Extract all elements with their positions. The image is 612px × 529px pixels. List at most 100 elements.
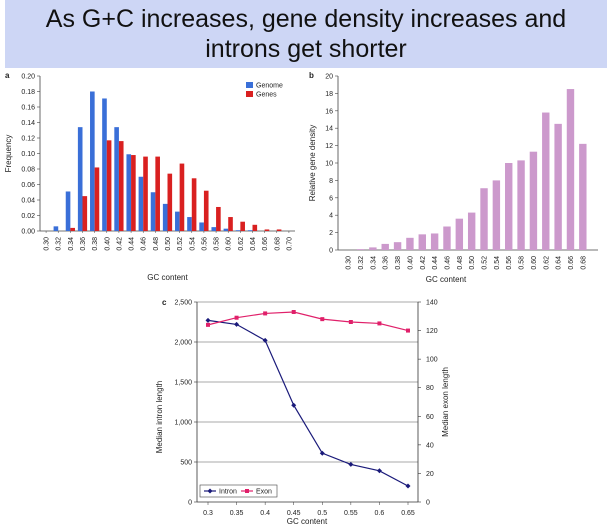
y-right-tick-label: 120 [426, 328, 438, 335]
y-axis-title: Frequency [4, 135, 13, 173]
y-tick-label: 8 [329, 178, 333, 185]
x-axis-title: GC content [426, 275, 467, 284]
x-tick-label: 0.36 [383, 256, 390, 270]
y-right-tick-label: 0 [426, 500, 430, 507]
y-tick-label: 0.16 [21, 105, 35, 112]
point-exon [206, 322, 210, 327]
x-tick-label: 0.35 [230, 510, 244, 517]
x-tick-label: 0.56 [506, 256, 513, 270]
bar-genome [247, 230, 253, 231]
x-tick-label: 0.5 [317, 510, 327, 517]
bar-genes [264, 229, 270, 231]
bar-gene-density [467, 212, 476, 250]
x-tick-label: 0.52 [482, 256, 489, 270]
x-tick-label: 0.38 [92, 237, 99, 251]
slide-title: As G+C increases, gene density increases… [5, 0, 607, 68]
bar-gene-density [393, 242, 402, 250]
y-tick-label: 12 [325, 143, 333, 150]
y-right-tick-label: 60 [426, 414, 434, 421]
bar-genes [82, 196, 88, 231]
bar-gene-density [455, 218, 464, 250]
legend-swatch-genome [246, 82, 253, 88]
bar-gene-density [430, 233, 439, 250]
x-tick-label: 0.48 [153, 237, 160, 251]
chart-c-intron-exon-length: c 0 500 1,000 1,500 2,000 2,500 0 20 40 60 80 100 120… [155, 298, 450, 526]
bar-genes [131, 155, 136, 231]
legend-marker-intron [207, 488, 213, 494]
bar-genes [252, 224, 258, 231]
point-intron [234, 321, 240, 327]
x-tick-label: 0.62 [543, 256, 550, 270]
legend-label-genes: Genes [256, 92, 277, 99]
bar-gene-density [406, 237, 414, 250]
x-tick-label: 0.50 [469, 256, 476, 270]
bar-gene-density [529, 151, 538, 250]
series-line-intron [207, 319, 409, 487]
bar-genes [179, 163, 185, 231]
x-tick-label: 0.54 [189, 237, 196, 251]
point-intron [205, 317, 211, 323]
bar-genome [126, 154, 132, 231]
x-tick-label: 0.60 [531, 256, 538, 270]
x-tick-label: 0.30 [44, 237, 51, 251]
point-exon [291, 310, 296, 314]
bar-genes [70, 227, 75, 231]
point-exon [377, 321, 382, 326]
bar-genome [150, 192, 156, 231]
x-tick-label: 0.36 [80, 237, 87, 251]
y-axis-title: Relative gene density [308, 125, 317, 202]
legend-box [199, 484, 278, 498]
y-left-axis-title: Median intron length [155, 381, 164, 454]
bar-genome [235, 230, 241, 231]
bar-genome [114, 127, 119, 231]
x-tick-label: 0.68 [580, 256, 587, 270]
chart-b-gene-density: b 0 2 4 6 8 10 12 14 16 18 20 0.30 0.32 0.34 0.36 0.38 0.… [308, 71, 598, 284]
point-exon [348, 320, 353, 324]
x-tick-label: 0.62 [238, 237, 245, 251]
x-tick-label: 0.42 [420, 256, 427, 270]
slide-title-line-1: As G+C increases, gene density increases… [45, 5, 567, 33]
x-tick-label: 0.64 [556, 256, 563, 270]
bar-gene-density [542, 112, 550, 250]
bar-genes [143, 156, 148, 231]
x-tick-label: 0.45 [287, 510, 301, 517]
x-tick-label: 0.68 [274, 237, 281, 251]
y-left-tick-label: 2,500 [174, 300, 192, 307]
bar-genes [106, 140, 112, 231]
bar-genome [175, 211, 180, 231]
point-exon [234, 315, 239, 320]
point-exon [320, 317, 325, 322]
panel-label: a [5, 71, 10, 80]
y-tick-label: 0.12 [21, 136, 35, 143]
x-tick-label: 0.42 [116, 237, 123, 251]
chart-a-gc-frequency: a 0.00 0.02 0.04 0.06 0.08 0.10 0.12 0.14 0.16 0.1… [4, 71, 295, 282]
x-tick-label: 0.44 [432, 256, 439, 270]
slide-title-line-2: introns get shorter [205, 35, 407, 63]
series-line-exon [207, 311, 409, 332]
point-intron [291, 402, 297, 408]
y-right-tick-label: 140 [426, 300, 438, 307]
y-tick-label: 10 [325, 161, 333, 168]
point-intron [348, 461, 354, 467]
x-tick-label: 0.40 [104, 237, 111, 251]
bar-gene-density [554, 123, 562, 250]
bar-genes [228, 217, 233, 231]
bar-gene-density [517, 160, 525, 250]
y-tick-label: 20 [325, 74, 333, 81]
bar-gene-density [369, 247, 377, 250]
y-right-axis-title: Median exon length [441, 367, 450, 437]
bar-genome [77, 127, 83, 231]
bar-genes [94, 167, 100, 231]
bar-gene-density [492, 180, 501, 250]
x-tick-label: 0.38 [395, 256, 402, 270]
legend-label-exon: Exon [256, 489, 272, 496]
x-tick-label: 0.30 [346, 256, 353, 270]
x-tick-label: 0.32 [56, 237, 63, 251]
y-left-tick-label: 1,500 [174, 380, 192, 387]
y-left-tick-label: 1,000 [174, 420, 192, 427]
bar-genome [223, 228, 229, 231]
bar-gene-density [356, 249, 365, 250]
x-axis-title: GC content [147, 273, 188, 282]
y-tick-label: 18 [325, 91, 333, 98]
x-tick-label: 0.6 [375, 510, 385, 517]
